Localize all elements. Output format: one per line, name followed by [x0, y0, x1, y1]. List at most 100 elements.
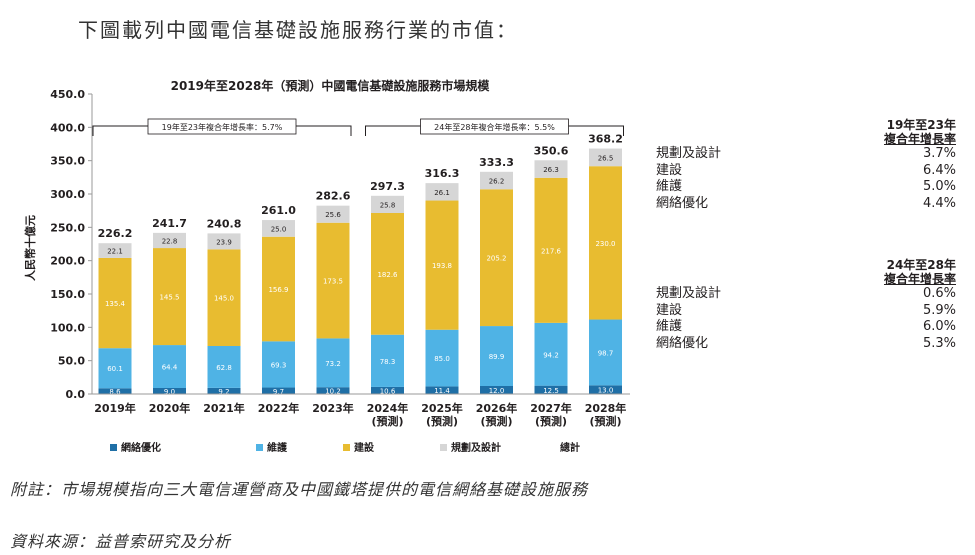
- cagr-bracket-box: [147, 118, 297, 135]
- y-tick-label: 200.0: [50, 255, 85, 268]
- cagr-row-value: 6.0%: [922, 319, 956, 334]
- bar-segment: [316, 338, 350, 388]
- y-tick-label: 400.0: [50, 121, 85, 134]
- total-value-label: 350.6: [534, 144, 569, 157]
- legend-total-label: 總計: [560, 441, 580, 454]
- legend-swatch: [256, 444, 263, 451]
- bar-segment: [98, 388, 132, 394]
- segment-value-label: 135.4: [105, 300, 126, 308]
- bar-segment: [98, 257, 132, 349]
- cagr-bracket-box: [420, 118, 569, 135]
- cagr-row-value: 0.6%: [922, 286, 956, 301]
- cagr-table-2024-2028: 24年至28年 複合年增長率 規劃及設計 0.6% 建設 5.9% 維護 6.0% 網…: [656, 258, 956, 352]
- stacked-bar-chart: 2019年至2028年（預測）中國電信基礎設施服務市場規模 人民幣十億元 0.0…: [23, 78, 630, 454]
- bar-segment: [534, 160, 568, 178]
- bar-segment: [480, 326, 513, 386]
- bar-segment: [371, 195, 404, 213]
- bar-segment: [480, 386, 513, 394]
- segment-value-label: 10.6: [380, 387, 396, 395]
- y-axis: 0.0 50.0 100.0 150.0 200.0 250.0 300.0 350.0 400…: [50, 88, 93, 401]
- segment-value-label: 145.5: [159, 294, 179, 302]
- cagr-row-label: 網絡優化: [656, 335, 709, 351]
- segment-value-label: 25.8: [380, 201, 396, 209]
- bar-segment: [207, 346, 241, 388]
- bar-segment: [371, 213, 404, 335]
- segment-value-label: 22.8: [162, 237, 178, 245]
- segment-value-label: 25.6: [325, 211, 341, 219]
- bar-segment: [425, 386, 459, 394]
- cagr-brackets: 19年至23年複合年增長率：5.7% 24年至28年複合年增長率：5.5%: [92, 118, 624, 136]
- segment-value-label: 98.7: [598, 349, 614, 357]
- bar-segment: [207, 233, 241, 250]
- cagr-row-label: 建設: [656, 162, 683, 178]
- cagr-row-value: 5.0%: [922, 179, 956, 194]
- segment-value-label: 22.1: [107, 248, 123, 256]
- segment-value-label: 193.8: [432, 262, 452, 270]
- segment-value-label: 173.5: [323, 278, 343, 286]
- total-value-label: 282.6: [316, 190, 351, 203]
- x-tick-label: 2020年: [149, 401, 191, 415]
- cagr-header-title: 複合年增長率: [883, 272, 956, 286]
- bar-segment: [534, 177, 568, 323]
- x-axis: 2019年 2020年 2021年 2022年 2023年 2024年(預測)2025年(…: [92, 393, 630, 428]
- cagr-header: 24年至28年 複合年增長率: [656, 258, 956, 286]
- total-value-label: 333.3: [479, 156, 514, 169]
- bar-segment: [153, 345, 186, 388]
- y-tick-label: 350.0: [50, 155, 85, 168]
- bar-segment: [425, 329, 459, 387]
- segment-value-label: 217.6: [541, 247, 562, 255]
- y-tick-label: 250.0: [50, 221, 85, 234]
- x-tick-label: (預測): [426, 414, 458, 428]
- cagr-row-label: 規劃及設計: [656, 146, 722, 161]
- source-note: 資料來源：益普索研究及分析: [10, 532, 232, 551]
- x-tick-label: (預測): [535, 414, 567, 428]
- total-value-label: 316.3: [425, 167, 460, 180]
- bar-segment: [262, 220, 295, 237]
- bar-segment: [98, 348, 132, 389]
- legend-swatch: [440, 444, 447, 451]
- segment-value-label: 205.2: [486, 255, 506, 263]
- segment-value-label: 25.0: [271, 225, 287, 233]
- segment-value-label: 9.7: [273, 388, 284, 396]
- segment-value-label: 9.0: [164, 388, 175, 396]
- segment-value-label: 26.5: [598, 154, 614, 162]
- legend-label: 建設: [353, 441, 375, 454]
- cagr-row: 建設 6.4%: [656, 163, 956, 180]
- cagr-bracket-label: 19年至23年複合年增長率：5.7%: [162, 122, 283, 132]
- bar-segment: [371, 334, 404, 387]
- segment-value-label: 12.5: [543, 387, 559, 395]
- bar-segment: [589, 319, 622, 386]
- legend: 網絡優化 維護 建設 規劃及設計 總計: [110, 441, 580, 454]
- cagr-row: 規劃及設計 3.7%: [656, 146, 956, 163]
- cagr-row: 維護 5.0%: [656, 179, 956, 196]
- x-tick-label: 2025年: [421, 401, 463, 415]
- segment-value-label: 69.3: [271, 361, 287, 369]
- cagr-row-label: 維護: [656, 319, 683, 334]
- y-axis-label: 人民幣十億元: [23, 215, 37, 281]
- bar-segment: [153, 388, 186, 394]
- segment-value-label: 11.4: [434, 387, 450, 395]
- bar-segment: [316, 387, 350, 394]
- x-tick-label: 2022年: [258, 401, 300, 415]
- total-value-label: 241.7: [152, 217, 187, 230]
- x-tick-label: (預測): [480, 414, 512, 428]
- cagr-header-period: 24年至28年: [886, 258, 956, 272]
- total-value-label: 297.3: [370, 180, 405, 193]
- segment-value-label: 94.2: [543, 351, 559, 359]
- bar-segment: [207, 387, 241, 394]
- y-tick-label: 150.0: [50, 288, 85, 301]
- cagr-bracket-label: 24年至28年複合年增長率：5.5%: [434, 122, 555, 132]
- segment-value-label: 8.6: [109, 388, 121, 396]
- bar-segment: [207, 249, 241, 346]
- segment-value-label: 62.8: [216, 364, 232, 372]
- bar-segment: [589, 166, 622, 320]
- segment-value-label: 73.2: [325, 360, 341, 368]
- x-tick-label: 2024年: [367, 401, 409, 415]
- bar-segment: [534, 385, 568, 394]
- segment-value-label: 26.1: [434, 189, 450, 197]
- cagr-row-label: 建設: [656, 302, 683, 318]
- cagr-row-value: 6.4%: [922, 162, 956, 178]
- cagr-row-value: 5.9%: [922, 302, 956, 318]
- y-tick-label: 50.0: [58, 355, 85, 368]
- y-tick-label: 300.0: [50, 188, 85, 201]
